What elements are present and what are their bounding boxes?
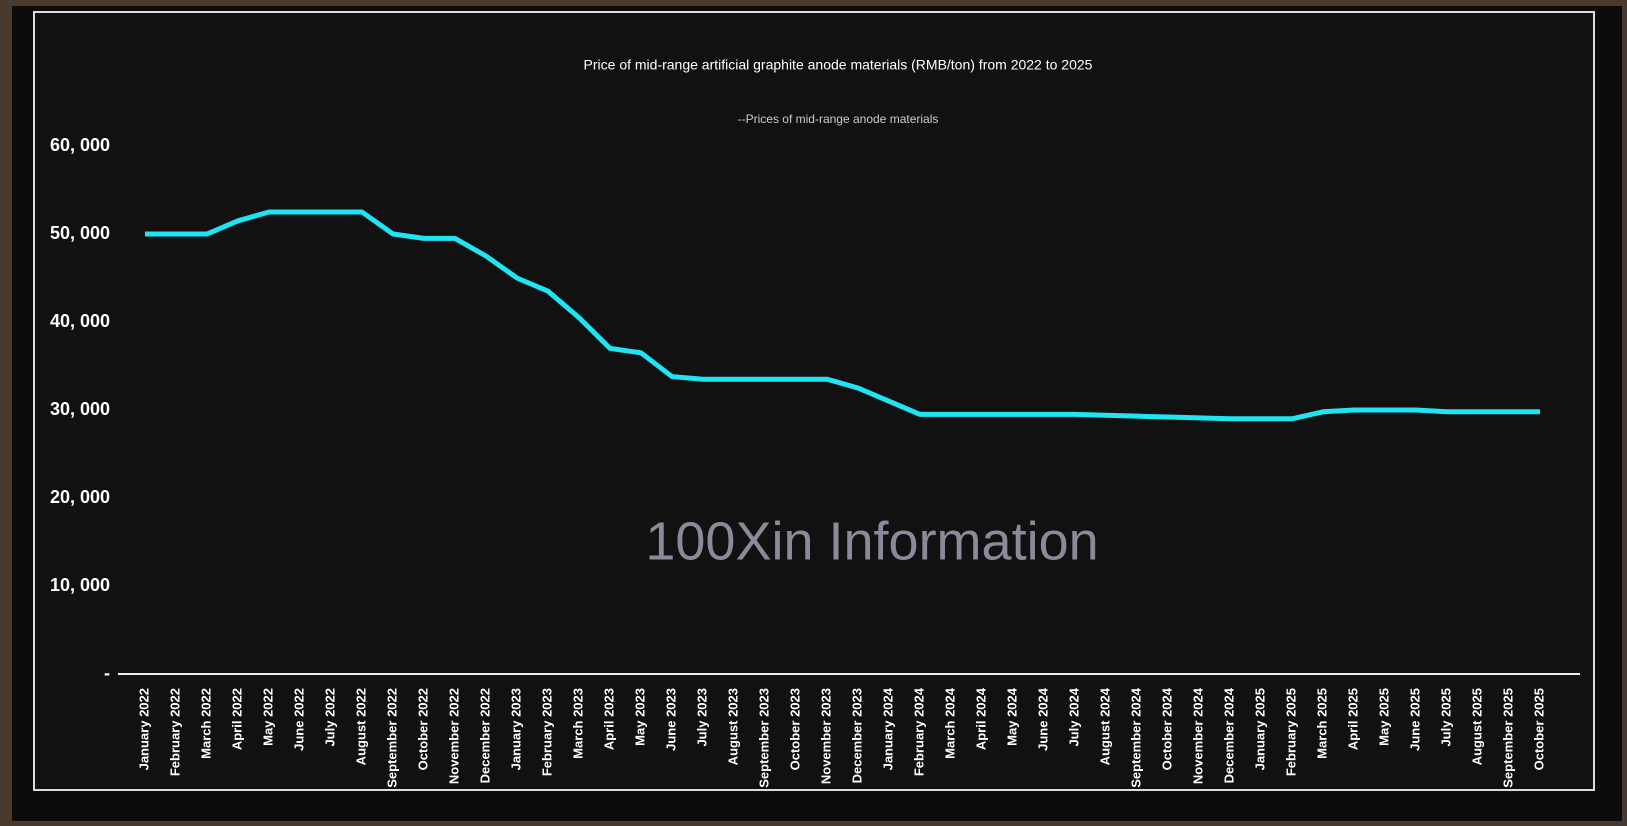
x-tick-label: May 2022 [260, 688, 275, 746]
chart-title: Price of mid-range artificial graphite a… [584, 57, 1093, 73]
y-tick-label: 10, 000 [50, 575, 110, 595]
x-tick-label: September 2022 [384, 688, 399, 788]
x-tick-label: May 2025 [1376, 688, 1391, 746]
x-tick-label: August 2023 [725, 688, 740, 765]
legend-label: --Prices of mid-range anode materials [738, 112, 939, 126]
x-tick-label: July 2023 [694, 688, 709, 747]
x-tick-label: March 2025 [1314, 688, 1329, 759]
x-tick-label: January 2025 [1252, 688, 1267, 770]
x-tick-label: May 2023 [632, 688, 647, 746]
chart: Price of mid-range artificial graphite a… [0, 0, 1627, 826]
x-tick-label: March 2024 [942, 687, 957, 759]
x-tick-label: March 2022 [198, 688, 213, 759]
x-tick-label: December 2023 [849, 688, 864, 783]
y-tick-label: 40, 000 [50, 311, 110, 331]
y-tick-label: - [104, 663, 110, 683]
y-tick-label: 30, 000 [50, 399, 110, 419]
watermark: 100Xin Information [645, 511, 1098, 571]
x-tick-label: August 2024 [1097, 687, 1112, 765]
x-tick-label: August 2022 [353, 688, 368, 765]
x-tick-label: November 2023 [818, 688, 833, 784]
x-tick-label: September 2025 [1500, 688, 1515, 788]
x-tick-label: June 2023 [663, 688, 678, 751]
x-tick-label: August 2025 [1469, 688, 1484, 765]
x-tick-label: February 2025 [1283, 688, 1298, 776]
y-tick-label: 20, 000 [50, 487, 110, 507]
x-tick-label: June 2025 [1407, 688, 1422, 751]
x-tick-label: January 2024 [880, 687, 895, 770]
x-tick-label: November 2024 [1190, 687, 1205, 784]
x-tick-label: November 2022 [446, 688, 461, 784]
x-tick-label: February 2023 [539, 688, 554, 776]
x-tick-label: October 2023 [787, 688, 802, 770]
x-tick-label: June 2022 [291, 688, 306, 751]
x-tick-label: December 2022 [477, 688, 492, 783]
x-tick-label: October 2024 [1159, 687, 1174, 770]
y-tick-label: 60, 000 [50, 135, 110, 155]
x-tick-label: April 2025 [1345, 688, 1360, 750]
y-tick-label: 50, 000 [50, 223, 110, 243]
x-tick-label: October 2025 [1531, 688, 1546, 770]
x-tick-label: March 2023 [570, 688, 585, 759]
x-tick-label: September 2024 [1128, 687, 1143, 787]
x-tick-label: June 2024 [1035, 687, 1050, 751]
x-tick-label: April 2024 [973, 687, 988, 750]
x-tick-label: February 2022 [167, 688, 182, 776]
x-tick-label: July 2025 [1438, 688, 1453, 747]
x-tick-label: February 2024 [911, 687, 926, 776]
x-tick-label: January 2022 [136, 688, 151, 770]
x-tick-label: September 2023 [756, 688, 771, 788]
x-tick-label: May 2024 [1004, 687, 1019, 746]
x-tick-label: April 2023 [601, 688, 616, 750]
x-tick-label: July 2024 [1066, 687, 1081, 746]
x-tick-label: April 2022 [229, 688, 244, 750]
x-tick-label: January 2023 [508, 688, 523, 770]
x-tick-label: October 2022 [415, 688, 430, 770]
x-tick-label: July 2022 [322, 688, 337, 747]
x-tick-label: December 2024 [1221, 687, 1236, 783]
